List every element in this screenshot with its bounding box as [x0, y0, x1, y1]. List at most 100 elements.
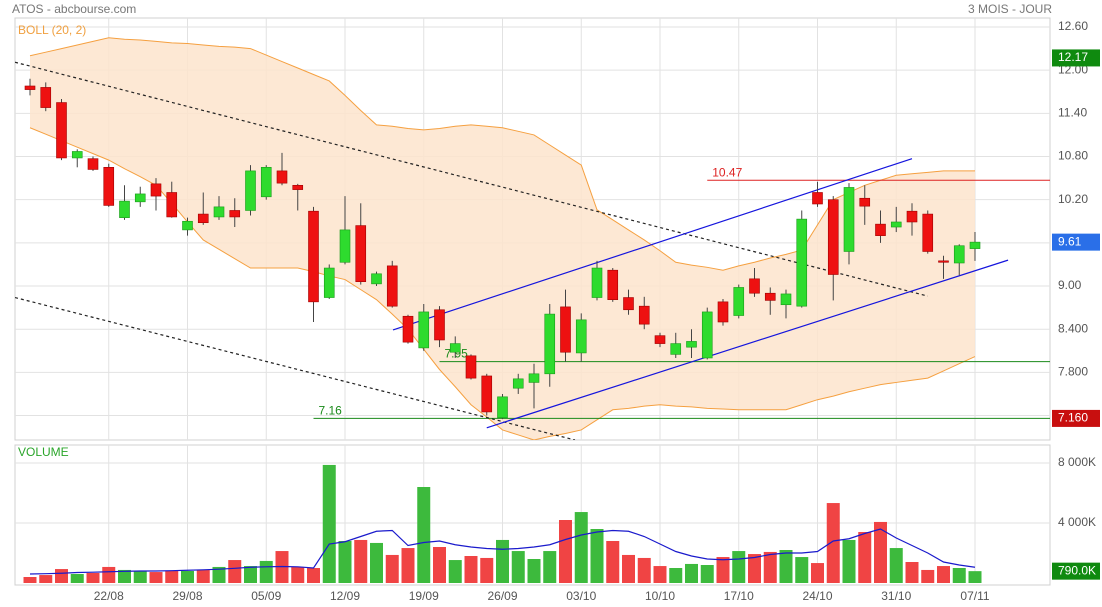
x-tick-label: 24/10	[802, 589, 832, 603]
volume-bar	[370, 542, 383, 583]
level-label: 7.16	[319, 404, 343, 418]
volume-bar	[921, 569, 935, 583]
candle-body	[119, 200, 130, 218]
volume-bar	[968, 571, 982, 583]
trend-line	[392, 158, 913, 331]
indicator-label: BOLL (20, 2)	[18, 23, 86, 37]
volume-bar	[543, 551, 557, 583]
y-tick-label: 10.80	[1058, 149, 1088, 163]
chart-title: ATOS - abcbourse.com	[12, 2, 136, 16]
price-marker-label: 9.61	[1058, 234, 1082, 248]
volume-bar	[669, 568, 683, 583]
candle-body	[623, 297, 634, 311]
y-tick-label: 12.60	[1058, 19, 1088, 33]
price-marker-box	[1052, 233, 1100, 251]
candle-body	[197, 213, 209, 224]
volume-bar	[70, 574, 84, 583]
volume-bar	[259, 560, 273, 583]
x-tick-label: 07/11	[960, 589, 989, 603]
volume-bar	[417, 487, 431, 583]
volume-bar	[826, 503, 840, 583]
volume-bar	[448, 560, 462, 583]
x-tick-label: 03/10	[566, 589, 596, 603]
bollinger-upper	[29, 37, 975, 271]
volume-bar	[244, 566, 257, 583]
volume-bar	[732, 551, 746, 583]
candle-body	[607, 269, 619, 300]
candle-body	[717, 301, 729, 323]
price-marker-box	[1052, 409, 1100, 427]
candle-body	[560, 306, 571, 353]
candle-body	[701, 311, 713, 359]
volume-bar	[622, 554, 635, 583]
candle-body	[969, 241, 981, 249]
x-tick-label: 12/09	[330, 589, 360, 603]
volume-bar	[685, 563, 698, 583]
volume-bar	[23, 577, 37, 583]
candle-body	[686, 341, 697, 348]
candle-body	[434, 309, 445, 341]
volume-title: VOLUME	[18, 445, 69, 459]
volume-bar	[133, 571, 147, 583]
volume-bar	[212, 566, 226, 583]
candle-body	[323, 267, 335, 298]
trend-line	[486, 259, 1009, 429]
volume-bar	[322, 464, 336, 583]
volume-bar	[354, 539, 368, 583]
x-tick-label: 10/10	[645, 589, 675, 603]
volume-bar	[480, 557, 494, 583]
trend-line	[15, 296, 576, 440]
volume-bar	[496, 539, 509, 583]
price-marker-label: 790.0K	[1058, 563, 1096, 577]
volume-bar	[559, 520, 572, 583]
y-tick-label: 8 000K	[1058, 455, 1096, 469]
candle-body	[512, 378, 524, 389]
volume-bar	[165, 571, 179, 583]
candle-body	[71, 151, 83, 159]
candle-body	[749, 278, 760, 294]
x-tick-label: 19/09	[409, 589, 439, 603]
candle-body	[764, 292, 776, 301]
candle-body	[213, 206, 225, 218]
candle-body	[166, 192, 178, 218]
volume-bar	[763, 551, 777, 583]
volume-bar	[700, 565, 714, 583]
candle-body	[859, 197, 871, 207]
candle-body	[339, 229, 351, 263]
candle-body	[827, 199, 839, 275]
x-tick-label: 05/09	[251, 589, 281, 603]
candle-body	[670, 343, 682, 355]
volume-bar	[86, 572, 100, 583]
volume-bar	[181, 571, 194, 583]
x-tick-label: 17/10	[724, 589, 754, 603]
candle-body	[308, 210, 319, 303]
volume-bar	[401, 548, 415, 583]
volume-bar	[511, 551, 525, 583]
candle-body	[56, 102, 67, 159]
volume-bar	[433, 547, 446, 583]
volume-plot	[23, 464, 982, 583]
candle-body	[796, 218, 808, 307]
volume-average	[29, 528, 976, 575]
candle-body	[449, 343, 461, 353]
candle-body	[528, 373, 540, 383]
candle-body	[103, 167, 115, 206]
volume-bar	[307, 568, 320, 583]
candle-body	[182, 220, 193, 231]
price-marker-label: 12.17	[1058, 50, 1088, 64]
volume-bar	[385, 554, 399, 583]
candle-body	[780, 293, 792, 306]
price-marker-label: 7.160	[1058, 411, 1088, 425]
volume-bar	[464, 556, 478, 583]
volume-bar	[228, 560, 242, 583]
candle-body	[87, 158, 99, 170]
candle-body	[953, 245, 965, 264]
volume-bar	[574, 512, 588, 583]
candle-body	[40, 87, 52, 108]
candle-body	[638, 305, 650, 325]
volume-bar	[748, 554, 761, 583]
candle-body	[292, 184, 304, 190]
candle-body	[481, 375, 493, 413]
